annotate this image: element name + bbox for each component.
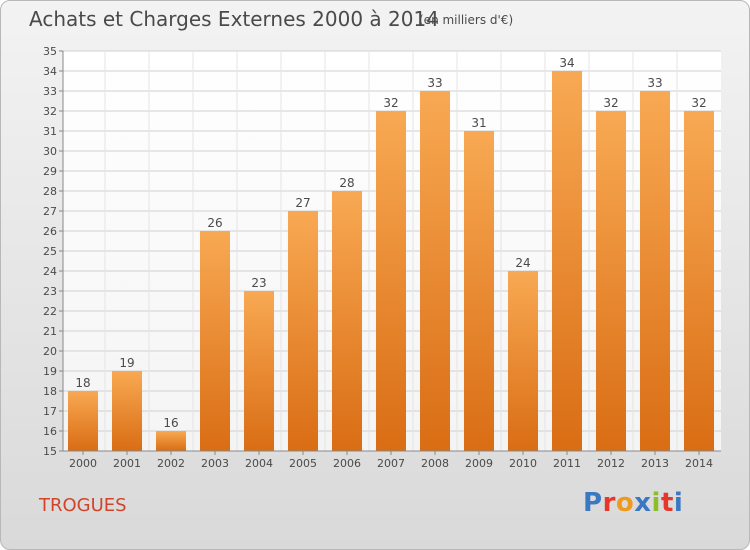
x-tick-label: 2006: [333, 457, 361, 470]
bars: 18 19 16 26 23 27 28 32 33 31 24 34 32 33 32: [68, 56, 714, 451]
data-label: 32: [603, 96, 618, 110]
logo-letter: i: [651, 488, 661, 518]
logo-letter: r: [602, 488, 616, 518]
y-tick-label: 34: [43, 65, 57, 78]
logo-letter: x: [634, 488, 652, 518]
data-label: 33: [427, 76, 442, 90]
data-label: 28: [339, 176, 354, 190]
x-tick-label: 2014: [685, 457, 713, 470]
chart-title: Achats et Charges Externes 2000 à 2014: [29, 7, 439, 31]
x-tick-label: 2005: [289, 457, 317, 470]
y-tick-label: 19: [43, 365, 57, 378]
data-label: 31: [471, 116, 486, 130]
y-tick-label: 20: [43, 345, 57, 358]
logo-letter: P: [583, 488, 603, 518]
bar: [376, 111, 406, 451]
y-tick-label: 17: [43, 405, 57, 418]
town-name: TROGUES: [39, 495, 127, 516]
x-tick-label: 2009: [465, 457, 493, 470]
bar: [332, 191, 362, 451]
x-tick-label: 2010: [509, 457, 537, 470]
y-tick-label: 29: [43, 165, 57, 178]
x-tick-label: 2001: [113, 457, 141, 470]
x-tick-label: 2000: [69, 457, 97, 470]
y-tick-label: 26: [43, 225, 57, 238]
data-label: 33: [647, 76, 662, 90]
logo-letter: o: [615, 488, 635, 518]
data-label: 18: [75, 376, 90, 390]
bar: [464, 131, 494, 451]
data-label: 19: [119, 356, 134, 370]
y-tick-label: 24: [43, 265, 57, 278]
y-tick-label: 30: [43, 145, 57, 158]
y-tick-label: 35: [43, 45, 57, 58]
x-tick-label: 2008: [421, 457, 449, 470]
bar: [552, 71, 582, 451]
data-label: 24: [515, 256, 530, 270]
bar: [596, 111, 626, 451]
x-tick-label: 2012: [597, 457, 625, 470]
data-label: 32: [691, 96, 706, 110]
bar: [112, 371, 142, 451]
logo-letter: t: [660, 488, 674, 518]
bar: [200, 231, 230, 451]
x-tick-label: 2004: [245, 457, 273, 470]
y-tick-label: 32: [43, 105, 57, 118]
data-label: 23: [251, 276, 266, 290]
bar: [156, 431, 186, 451]
axes: 15 16 17 18 19 20 21 22 23 24 25 26 27 28 29 30 31 32 33 34…: [43, 45, 721, 470]
y-tick-label: 15: [43, 445, 57, 458]
data-label: 16: [163, 416, 178, 430]
y-tick-label: 27: [43, 205, 57, 218]
bar: [684, 111, 714, 451]
data-label: 26: [207, 216, 222, 230]
y-tick-label: 25: [43, 245, 57, 258]
data-label: 27: [295, 196, 310, 210]
logo-letter: i: [673, 488, 684, 518]
x-tick-label: 2003: [201, 457, 229, 470]
proxiti-logo: Proxiti: [583, 488, 683, 518]
bar: [508, 271, 538, 451]
data-label: 34: [559, 56, 574, 70]
bar: [420, 91, 450, 451]
y-tick-label: 23: [43, 285, 57, 298]
y-tick-label: 31: [43, 125, 57, 138]
y-tick-label: 21: [43, 325, 57, 338]
data-label: 32: [383, 96, 398, 110]
x-tick-label: 2011: [553, 457, 581, 470]
y-tick-label: 18: [43, 385, 57, 398]
y-tick-label: 33: [43, 85, 57, 98]
y-tick-label: 28: [43, 185, 57, 198]
y-tick-label: 22: [43, 305, 57, 318]
x-tick-label: 2007: [377, 457, 405, 470]
x-tick-label: 2013: [641, 457, 669, 470]
bar: [244, 291, 274, 451]
bar: [288, 211, 318, 451]
y-tick-label: 16: [43, 425, 57, 438]
chart-subtitle: (en milliers d'€): [419, 13, 514, 27]
x-tick-label: 2002: [157, 457, 185, 470]
bar: [68, 391, 98, 451]
bar: [640, 91, 670, 451]
